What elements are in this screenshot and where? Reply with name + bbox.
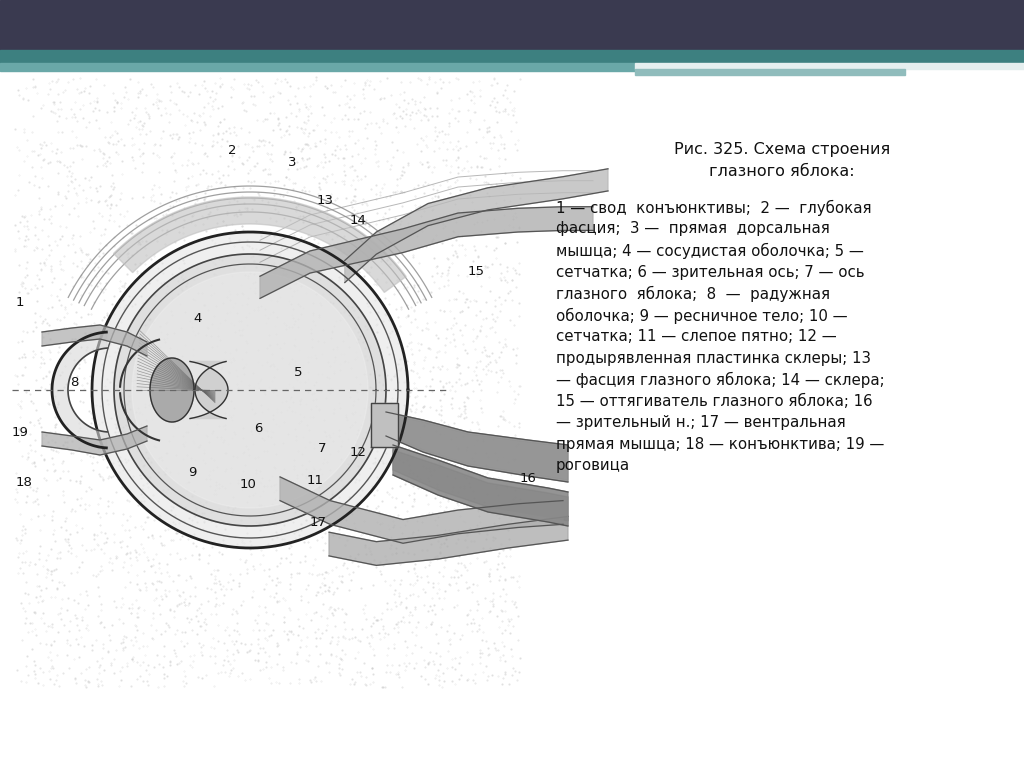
Text: Рис. 325. Схема строения: Рис. 325. Схема строения: [674, 142, 890, 157]
Polygon shape: [190, 361, 228, 419]
Text: прямая мышца; 18 — конъюнктива; 19 —: прямая мышца; 18 — конъюнктива; 19 —: [556, 436, 885, 452]
Bar: [0, 63, 635, 71]
Text: 5: 5: [294, 366, 302, 378]
Bar: [0, 0, 1024, 50]
Text: сетчатка; 11 — слепое пятно; 12 —: сетчатка; 11 — слепое пятно; 12 —: [556, 329, 837, 344]
Text: 10: 10: [240, 479, 256, 492]
Polygon shape: [280, 477, 563, 543]
Text: сетчатка; 6 — зрительная ось; 7 — ось: сетчатка; 6 — зрительная ось; 7 — ось: [556, 265, 864, 279]
Polygon shape: [260, 207, 593, 298]
Text: 13: 13: [316, 193, 334, 206]
Text: 4: 4: [194, 311, 202, 324]
Text: — зрительный н.; 17 — вентральная: — зрительный н.; 17 — вентральная: [556, 415, 846, 430]
Text: продырявленная пластинка склеры; 13: продырявленная пластинка склеры; 13: [556, 351, 871, 366]
Text: 2: 2: [227, 143, 237, 156]
Text: глазного  яблока;  8  —  радужная: глазного яблока; 8 — радужная: [556, 286, 830, 302]
Polygon shape: [386, 414, 568, 480]
Text: 8: 8: [70, 376, 78, 389]
Text: глазного яблока:: глазного яблока:: [710, 164, 855, 179]
Polygon shape: [150, 358, 194, 422]
Text: 18: 18: [15, 476, 33, 489]
Text: — фасция глазного яблока; 14 — склера;: — фасция глазного яблока; 14 — склера;: [556, 372, 885, 388]
Text: фасция;  3 —  прямая  дорсальная: фасция; 3 — прямая дорсальная: [556, 222, 829, 236]
Text: оболочка; 9 — ресничное тело; 10 —: оболочка; 9 — ресничное тело; 10 —: [556, 308, 848, 324]
Text: 1 — свод  конъюнктивы;  2 —  глубокая: 1 — свод конъюнктивы; 2 — глубокая: [556, 200, 871, 216]
Polygon shape: [371, 403, 398, 447]
Text: 6: 6: [254, 422, 262, 434]
Polygon shape: [132, 272, 368, 508]
Polygon shape: [345, 169, 608, 282]
Text: роговица: роговица: [556, 458, 630, 473]
Text: 3: 3: [288, 156, 296, 169]
Text: 7: 7: [317, 442, 327, 455]
Text: 16: 16: [519, 472, 537, 485]
Text: 11: 11: [306, 473, 324, 486]
Polygon shape: [92, 232, 408, 548]
Text: 17: 17: [309, 515, 327, 528]
Polygon shape: [42, 426, 147, 455]
Text: мышца; 4 — сосудистая оболочка; 5 —: мышца; 4 — сосудистая оболочка; 5 —: [556, 243, 864, 259]
Polygon shape: [386, 412, 568, 482]
Bar: [635, 63, 1024, 69]
Bar: [0, 50, 1024, 63]
Text: 12: 12: [349, 446, 367, 459]
Polygon shape: [114, 197, 407, 292]
Polygon shape: [329, 516, 568, 565]
Text: 15: 15: [468, 265, 484, 278]
Text: 9: 9: [187, 466, 197, 479]
Bar: [635, 69, 905, 75]
Polygon shape: [393, 445, 568, 526]
Text: 1: 1: [15, 295, 25, 308]
Polygon shape: [42, 325, 147, 356]
Text: 15 — оттягиватель глазного яблока; 16: 15 — оттягиватель глазного яблока; 16: [556, 393, 872, 409]
Polygon shape: [393, 450, 568, 521]
Polygon shape: [52, 332, 108, 448]
Text: 14: 14: [349, 213, 367, 226]
Polygon shape: [114, 254, 386, 526]
Text: 19: 19: [11, 426, 29, 439]
